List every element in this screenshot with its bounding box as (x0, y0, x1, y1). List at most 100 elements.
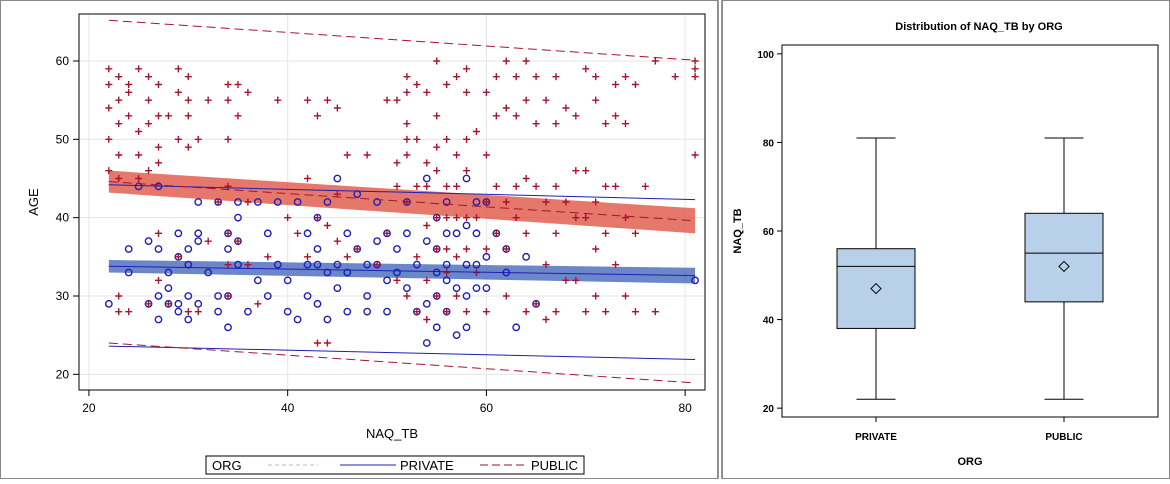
point-private (184, 315, 193, 324)
point-public (105, 104, 113, 112)
panel-divider (718, 0, 722, 479)
point-public (145, 120, 153, 128)
point-private (244, 307, 252, 316)
point-public (244, 261, 252, 269)
point-private (194, 299, 203, 308)
point-private (154, 315, 163, 324)
point-public (602, 229, 610, 237)
mean-marker-public (1058, 260, 1070, 273)
point-public (502, 198, 510, 206)
point-public (115, 308, 123, 316)
point-public (592, 73, 600, 81)
point-public (164, 112, 172, 120)
point-private (184, 245, 193, 253)
box-y-tick-label: 20 (763, 404, 775, 415)
point-private (442, 260, 451, 269)
point-public (353, 245, 361, 253)
point-private (154, 245, 163, 253)
point-private (303, 292, 312, 300)
point-public (612, 261, 620, 269)
point-public (453, 253, 461, 261)
point-public (423, 222, 431, 229)
scatter-x-axis-label: NAQ_TB (366, 426, 418, 441)
point-public (154, 81, 162, 88)
point-private (393, 245, 401, 253)
point-public (532, 300, 540, 308)
scatter-y-tick-label: 30 (56, 289, 70, 303)
box-y-tick-label: 100 (757, 50, 774, 61)
point-public (433, 292, 441, 300)
point-public (184, 96, 192, 104)
point-public (393, 182, 401, 190)
point-public (651, 57, 659, 65)
point-private (403, 229, 411, 238)
point-private (313, 245, 322, 253)
point-private (174, 307, 183, 316)
scatter-x-tick-label: 60 (480, 401, 494, 415)
point-public (443, 269, 451, 276)
scatter-y-axis-label: AGE (26, 188, 41, 216)
point-public (651, 308, 659, 316)
point-private (343, 268, 352, 277)
point-private (313, 299, 322, 308)
scatter-x-tick-label: 80 (678, 401, 692, 415)
point-public (115, 120, 123, 128)
point-public (413, 253, 421, 261)
point-private (422, 237, 431, 246)
point-private (363, 307, 372, 316)
point-public (433, 214, 441, 222)
point-public (323, 339, 331, 347)
point-public (174, 135, 182, 143)
point-public (224, 261, 232, 269)
point-public (135, 65, 143, 73)
point-public (204, 96, 212, 104)
point-public (154, 112, 162, 120)
point-private (214, 292, 223, 300)
point-private (462, 323, 471, 332)
box-y-axis-label: NAQ_TB (732, 208, 744, 253)
point-private (174, 229, 183, 238)
point-public (214, 198, 222, 206)
scatter-panel: 20 40 60 80 20 30 40 50 60 NAQ_TB AGE ORG PRIVAT… (0, 0, 718, 479)
point-private (482, 284, 491, 293)
point-private (333, 284, 342, 293)
boxplot-panel: Distribution of NAQ_TB by ORG 20 40 60 80 10… (722, 0, 1170, 479)
point-public (562, 276, 570, 284)
point-public (323, 96, 331, 104)
point-public (184, 73, 192, 81)
point-public (313, 339, 321, 347)
point-public (174, 88, 182, 96)
scatter-outer-frame (0, 0, 718, 479)
point-public (145, 167, 153, 175)
point-private (343, 307, 352, 316)
point-public (472, 128, 480, 135)
point-public (482, 151, 490, 159)
point-public (105, 135, 113, 143)
point-public (443, 182, 451, 190)
point-private (234, 213, 242, 222)
point-public (502, 104, 510, 112)
point-public (304, 96, 312, 104)
point-public (512, 112, 520, 120)
point-private (174, 299, 183, 308)
point-private (373, 237, 381, 246)
point-private (472, 284, 481, 293)
point-public (512, 73, 520, 81)
point-public (383, 96, 391, 104)
point-public (204, 237, 212, 245)
point-public (343, 151, 351, 159)
scatter-y-tick-label: 60 (56, 54, 70, 68)
scatter-y-tick-label: 20 (56, 367, 70, 381)
point-public (582, 167, 590, 175)
box-x-tick-label: PUBLIC (1045, 432, 1082, 443)
point-public (502, 292, 510, 300)
point-public (691, 65, 699, 73)
point-private (104, 299, 113, 308)
point-private (124, 268, 133, 277)
point-public (135, 128, 143, 135)
point-public (582, 214, 590, 222)
point-public (482, 88, 490, 96)
point-private (363, 292, 372, 300)
point-public (184, 112, 192, 120)
point-private (452, 284, 461, 293)
